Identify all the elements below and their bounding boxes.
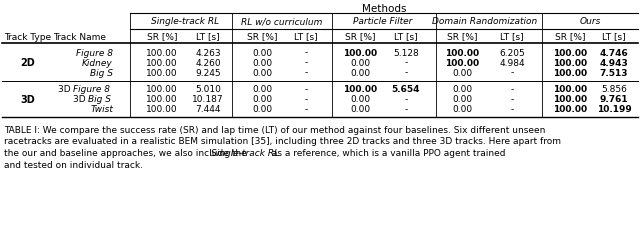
Text: 0.00: 0.00 xyxy=(252,95,272,104)
Text: 100.00: 100.00 xyxy=(553,48,587,57)
Text: 0.00: 0.00 xyxy=(252,48,272,57)
Text: 0.00: 0.00 xyxy=(452,85,472,94)
Text: Track Type: Track Type xyxy=(4,32,52,41)
Text: -: - xyxy=(404,58,408,67)
Text: 10.199: 10.199 xyxy=(596,105,632,114)
Text: 5.856: 5.856 xyxy=(601,85,627,94)
Text: Track Name: Track Name xyxy=(54,32,106,41)
Text: 0.00: 0.00 xyxy=(252,105,272,114)
Text: 0.00: 0.00 xyxy=(350,58,370,67)
Text: -: - xyxy=(305,48,308,57)
Text: SR [%]: SR [%] xyxy=(247,32,277,41)
Text: LT [s]: LT [s] xyxy=(394,32,418,41)
Text: 0.00: 0.00 xyxy=(452,105,472,114)
Text: 6.205: 6.205 xyxy=(499,48,525,57)
Text: 0.00: 0.00 xyxy=(252,58,272,67)
Text: 10.187: 10.187 xyxy=(192,95,224,104)
Text: 100.00: 100.00 xyxy=(445,58,479,67)
Text: 100.00: 100.00 xyxy=(146,58,178,67)
Text: 0.00: 0.00 xyxy=(350,105,370,114)
Text: 9.245: 9.245 xyxy=(195,68,221,77)
Text: 100.00: 100.00 xyxy=(343,48,377,57)
Text: 100.00: 100.00 xyxy=(146,48,178,57)
Text: 0.00: 0.00 xyxy=(252,68,272,77)
Text: SR [%]: SR [%] xyxy=(147,32,177,41)
Text: 4.260: 4.260 xyxy=(195,58,221,67)
Text: Methods: Methods xyxy=(362,4,406,14)
Text: 100.00: 100.00 xyxy=(343,85,377,94)
Text: 100.00: 100.00 xyxy=(146,85,178,94)
Text: 4.263: 4.263 xyxy=(195,48,221,57)
Text: Kidney: Kidney xyxy=(83,58,113,67)
Text: the our and baseline approaches, we also include the: the our and baseline approaches, we also… xyxy=(4,148,250,157)
Text: racetracks are evaluated in a realistic BEM simulation [35], including three 2D : racetracks are evaluated in a realistic … xyxy=(4,137,561,146)
Text: Figure 8: Figure 8 xyxy=(76,48,113,57)
Text: 0.00: 0.00 xyxy=(452,95,472,104)
Text: 4.943: 4.943 xyxy=(600,58,628,67)
Text: -: - xyxy=(510,85,514,94)
Text: 2D: 2D xyxy=(20,58,35,68)
Text: Particle Filter: Particle Filter xyxy=(353,17,413,26)
Text: 100.00: 100.00 xyxy=(553,95,587,104)
Text: -: - xyxy=(305,68,308,77)
Text: as a reference, which is a vanilla PPO agent trained: as a reference, which is a vanilla PPO a… xyxy=(269,148,506,157)
Text: 5.128: 5.128 xyxy=(393,48,419,57)
Text: -: - xyxy=(305,105,308,114)
Text: LT [s]: LT [s] xyxy=(196,32,220,41)
Text: Single-track RL: Single-track RL xyxy=(151,17,219,26)
Text: 4.746: 4.746 xyxy=(600,48,628,57)
Text: 3D: 3D xyxy=(73,95,88,104)
Text: -: - xyxy=(404,105,408,114)
Text: 3D: 3D xyxy=(58,85,73,94)
Text: Twist: Twist xyxy=(90,105,113,114)
Text: -: - xyxy=(305,85,308,94)
Text: -: - xyxy=(510,105,514,114)
Text: 100.00: 100.00 xyxy=(146,68,178,77)
Text: TABLE I: We compare the success rate (SR) and lap time (LT) of our method agains: TABLE I: We compare the success rate (SR… xyxy=(4,126,545,134)
Text: -: - xyxy=(510,68,514,77)
Text: Ours: Ours xyxy=(579,17,601,26)
Text: -: - xyxy=(510,95,514,104)
Text: 100.00: 100.00 xyxy=(146,105,178,114)
Text: 3D: 3D xyxy=(20,94,35,105)
Text: Big S: Big S xyxy=(88,95,111,104)
Text: 100.00: 100.00 xyxy=(445,48,479,57)
Text: 0.00: 0.00 xyxy=(350,68,370,77)
Text: 100.00: 100.00 xyxy=(553,105,587,114)
Text: Figure 8: Figure 8 xyxy=(73,85,109,94)
Text: 5.010: 5.010 xyxy=(195,85,221,94)
Text: 5.654: 5.654 xyxy=(392,85,420,94)
Text: LT [s]: LT [s] xyxy=(602,32,626,41)
Text: 0.00: 0.00 xyxy=(350,95,370,104)
Text: 9.761: 9.761 xyxy=(600,95,628,104)
Text: LT [s]: LT [s] xyxy=(500,32,524,41)
Text: 0.00: 0.00 xyxy=(452,68,472,77)
Text: Single-track RL: Single-track RL xyxy=(211,148,279,157)
Text: -: - xyxy=(404,95,408,104)
Text: and tested on individual track.: and tested on individual track. xyxy=(4,160,143,169)
Text: 7.513: 7.513 xyxy=(600,68,628,77)
Text: LT [s]: LT [s] xyxy=(294,32,318,41)
Text: 100.00: 100.00 xyxy=(553,68,587,77)
Text: -: - xyxy=(305,58,308,67)
Text: -: - xyxy=(404,68,408,77)
Text: 100.00: 100.00 xyxy=(553,85,587,94)
Text: 100.00: 100.00 xyxy=(553,58,587,67)
Text: 7.444: 7.444 xyxy=(195,105,221,114)
Text: Big S: Big S xyxy=(90,68,113,77)
Text: 100.00: 100.00 xyxy=(146,95,178,104)
Text: RL w/o curriculum: RL w/o curriculum xyxy=(241,17,323,26)
Text: -: - xyxy=(305,95,308,104)
Text: 0.00: 0.00 xyxy=(252,85,272,94)
Text: SR [%]: SR [%] xyxy=(555,32,585,41)
Text: 4.984: 4.984 xyxy=(499,58,525,67)
Text: SR [%]: SR [%] xyxy=(447,32,477,41)
Text: SR [%]: SR [%] xyxy=(345,32,375,41)
Text: Domain Randomization: Domain Randomization xyxy=(433,17,538,26)
